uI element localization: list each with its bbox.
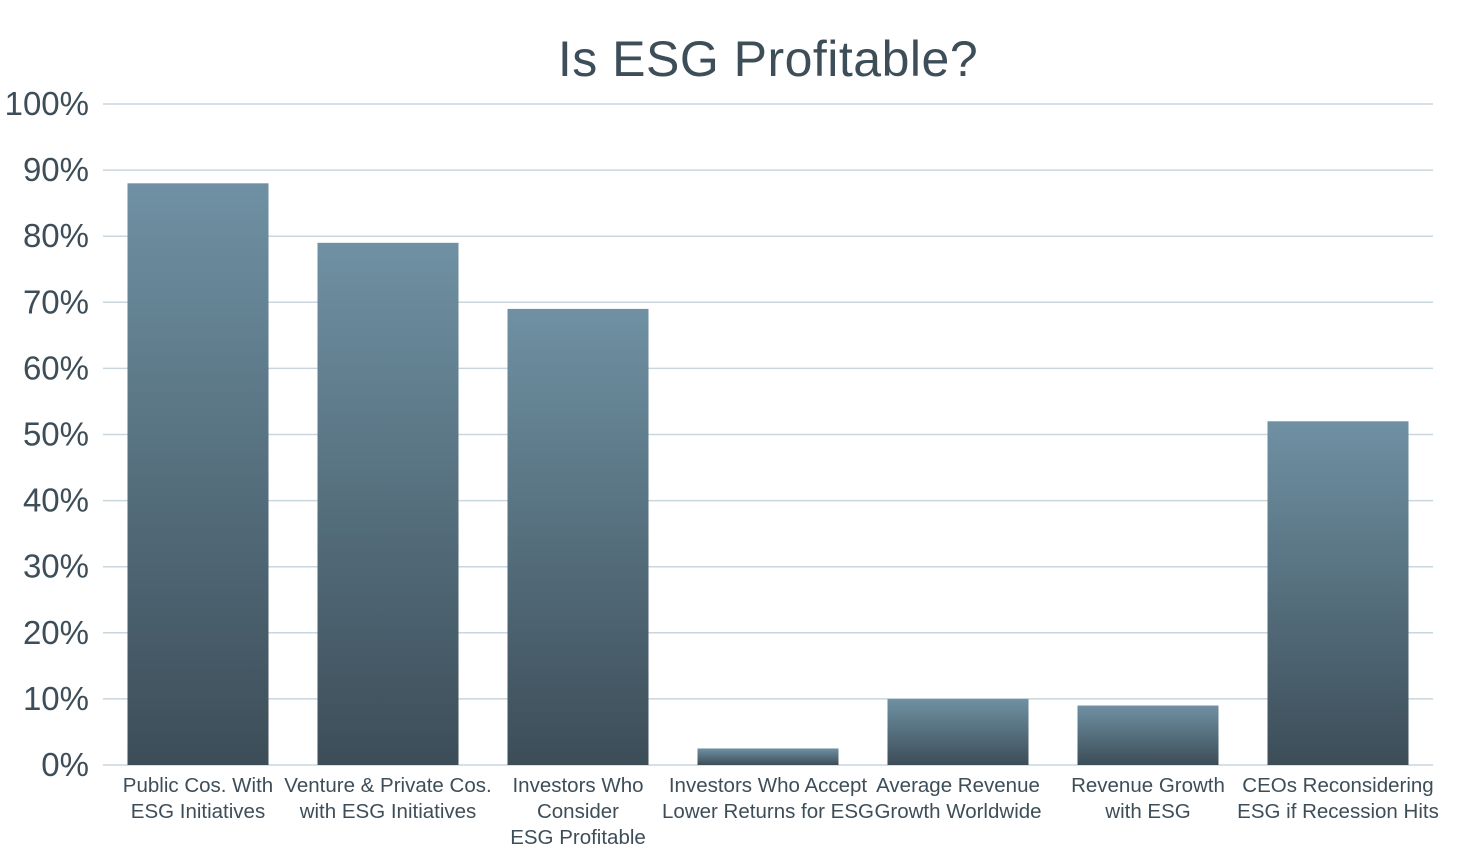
bar xyxy=(127,183,269,765)
y-tick-label: 30% xyxy=(23,548,89,585)
x-tick-label-line: Revenue Growth xyxy=(1071,774,1225,797)
x-tick-label-line: Public Cos. With xyxy=(123,774,273,797)
y-tick-label: 40% xyxy=(23,482,89,519)
bar xyxy=(317,242,459,765)
x-tick-label: Revenue Growth with ESG xyxy=(1071,774,1225,823)
y-tick-label: 100% xyxy=(5,85,89,122)
y-tick-label: 90% xyxy=(23,151,89,188)
y-tick-label: 70% xyxy=(23,283,89,320)
y-tick-label: 20% xyxy=(23,614,89,651)
x-tick-label-line: Investors Who Accept xyxy=(669,774,868,797)
x-tick-label-line: Venture & Private Cos. xyxy=(284,774,491,797)
bars xyxy=(127,183,1409,765)
x-tick-label: Investors Who Consider ESG Profitable xyxy=(510,774,646,849)
x-tick-label: Average Revenue Growth Worldwide xyxy=(874,774,1041,823)
x-tick-label-line: Average Revenue xyxy=(876,774,1040,797)
x-tick-label: Public Cos. With ESG Initiatives xyxy=(123,774,273,823)
x-tick-label-line: Consider xyxy=(537,800,619,823)
x-tick-label: CEOs Reconsidering ESG if Recession Hits xyxy=(1237,774,1439,823)
y-tick-label: 80% xyxy=(23,217,89,254)
x-tick-label-line: Growth Worldwide xyxy=(874,800,1041,823)
x-tick-label-line: ESG Profitable xyxy=(510,826,646,849)
y-tick-label: 0% xyxy=(41,746,89,783)
bar xyxy=(697,748,839,765)
y-tick-label: 60% xyxy=(23,349,89,386)
x-tick-label-line: with ESG Initiatives xyxy=(299,800,477,823)
y-tick-label: 10% xyxy=(23,680,89,717)
bar xyxy=(507,308,649,765)
x-tick-label: Venture & Private Cos. with ESG Initiativ… xyxy=(284,774,491,823)
chart-title: Is ESG Profitable? xyxy=(558,31,978,87)
x-tick-label-line: ESG Initiatives xyxy=(131,800,265,823)
y-axis: 0% 10% 20% 30% 40% 50% 60% 70% 80% 90% 100% xyxy=(5,85,89,783)
x-tick-label-line: ESG if Recession Hits xyxy=(1237,800,1439,823)
bar xyxy=(1267,421,1409,765)
x-axis: Public Cos. With ESG Initiatives Venture &… xyxy=(123,774,1439,849)
bar xyxy=(1077,705,1219,765)
y-tick-label: 50% xyxy=(23,416,89,453)
x-tick-label-line: Investors Who xyxy=(512,774,643,797)
x-tick-label: Investors Who Accept Lower Returns for ES… xyxy=(662,774,874,823)
x-tick-label-line: with ESG xyxy=(1104,800,1190,823)
x-tick-label-line: CEOs Reconsidering xyxy=(1242,774,1433,797)
bar xyxy=(887,698,1029,765)
x-tick-label-line: Lower Returns for ESG xyxy=(662,800,874,823)
gridlines xyxy=(103,103,1433,766)
